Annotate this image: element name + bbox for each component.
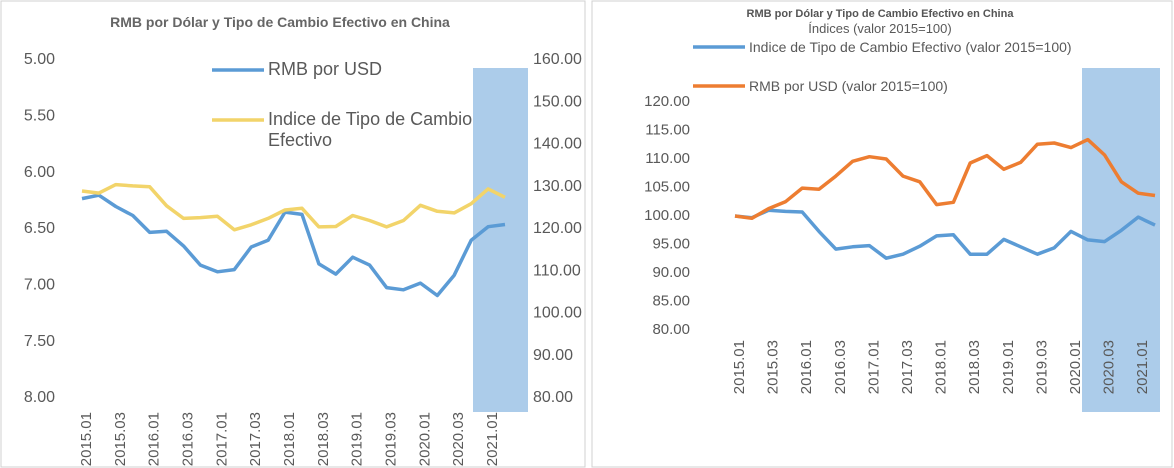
x-tick-label: 2017.01 bbox=[865, 340, 882, 394]
y-tick-label: 115.00 bbox=[645, 121, 690, 138]
x-tick-label: 2019.01 bbox=[1000, 340, 1017, 394]
y-tick-label: 90.00 bbox=[652, 264, 690, 281]
x-tick-label: 2017.03 bbox=[899, 340, 916, 394]
y-tick-label: 95.00 bbox=[652, 235, 690, 252]
x-tick-label: 2021.01 bbox=[1134, 340, 1151, 394]
y-tick-label: 6.50 bbox=[24, 220, 55, 237]
y-tick-label: 120.00 bbox=[533, 220, 582, 237]
y-tick-label: 110.00 bbox=[645, 150, 690, 167]
y-tick-label: 150.00 bbox=[533, 93, 582, 110]
y-tick-label: 7.00 bbox=[24, 277, 55, 294]
x-tick-label: 2020.03 bbox=[450, 412, 467, 466]
y-tick-label: 6.00 bbox=[24, 164, 55, 181]
series-line bbox=[734, 137, 1156, 221]
x-tick-label: 2019.01 bbox=[349, 412, 366, 466]
legend-label: Indice de Tipo de Cambio Efectivo bbox=[268, 109, 473, 150]
x-tick-label: 2015.01 bbox=[731, 340, 748, 394]
chart-title: RMB por Dólar y Tipo de Cambio Efectivo … bbox=[110, 14, 450, 30]
x-tick-label: 2020.03 bbox=[1101, 340, 1118, 394]
chart-title: RMB por Dólar y Tipo de Cambio Efectivo … bbox=[746, 8, 1014, 20]
chart-subtitle: Índices (valor 2015=100) bbox=[808, 21, 952, 36]
x-tick-label: 2016.03 bbox=[179, 412, 196, 466]
x-tick-label: 2015.03 bbox=[112, 412, 129, 466]
y-tick-label: 5.00 bbox=[24, 51, 55, 68]
legend-label: RMB por USD (valor 2015=100) bbox=[749, 77, 948, 94]
y-tick-label: 105.00 bbox=[644, 178, 690, 195]
x-tick-label: 2020.01 bbox=[1067, 340, 1084, 394]
legend-label: Indice de Tipo de Cambio Efectivo (valor… bbox=[749, 38, 1072, 55]
x-tick-label: 2015.03 bbox=[765, 340, 782, 394]
x-tick-label: 2020.01 bbox=[416, 412, 433, 466]
x-tick-label: 2019.03 bbox=[1033, 340, 1050, 394]
y-tick-label: 100.00 bbox=[533, 305, 582, 322]
x-tick-label: 2017.01 bbox=[213, 412, 230, 466]
y-tick-label: 160.00 bbox=[533, 51, 582, 68]
highlight-region bbox=[473, 68, 528, 412]
y-tick-label: 110.00 bbox=[533, 262, 581, 279]
panel-border bbox=[0, 0, 586, 468]
y-tick-label: 8.00 bbox=[24, 389, 55, 406]
y-tick-label: 120.00 bbox=[644, 93, 690, 110]
x-tick-label: 2018.01 bbox=[281, 412, 298, 466]
x-tick-label: 2017.03 bbox=[247, 412, 264, 466]
y-tick-label: 85.00 bbox=[652, 292, 690, 309]
x-tick-label: 2018.03 bbox=[966, 340, 983, 394]
y-tick-label: 80.00 bbox=[652, 321, 690, 338]
y-tick-label: 80.00 bbox=[533, 389, 573, 406]
series-line bbox=[81, 193, 506, 298]
x-tick-label: 2019.03 bbox=[383, 412, 400, 466]
y-tick-label: 100.00 bbox=[644, 207, 690, 224]
y-tick-label: 140.00 bbox=[533, 136, 582, 153]
y-tick-label: 130.00 bbox=[533, 178, 582, 195]
legend-label: RMB por USD bbox=[268, 59, 383, 80]
x-tick-label: 2018.03 bbox=[315, 412, 332, 466]
y-tick-label: 5.50 bbox=[24, 108, 55, 125]
series-line bbox=[734, 208, 1156, 260]
x-tick-label: 2018.01 bbox=[933, 340, 950, 394]
x-tick-label: 2021.01 bbox=[484, 412, 501, 466]
y-tick-label: 7.50 bbox=[24, 333, 55, 350]
x-tick-label: 2016.01 bbox=[798, 340, 815, 394]
x-tick-label: 2016.01 bbox=[146, 412, 163, 466]
series-line bbox=[81, 182, 506, 232]
panel-border bbox=[591, 0, 1173, 468]
x-tick-label: 2015.01 bbox=[78, 412, 95, 466]
y-tick-label: 90.00 bbox=[533, 347, 573, 364]
x-tick-label: 2016.03 bbox=[832, 340, 849, 394]
